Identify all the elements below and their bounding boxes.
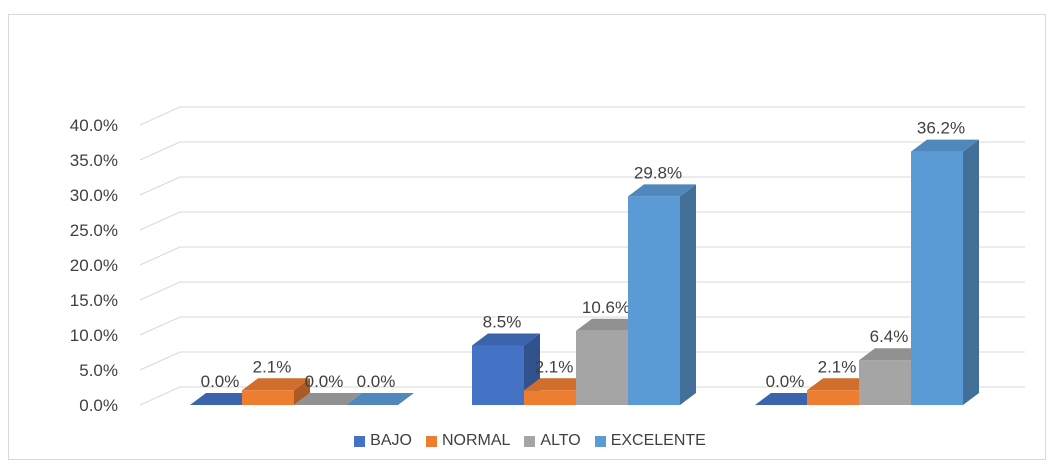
- bar-front: [911, 151, 963, 405]
- gridline-diagonal: [139, 246, 181, 266]
- bar-top: [294, 393, 362, 405]
- y-tick-label: 15.0%: [70, 291, 118, 310]
- bar-front: [472, 345, 524, 405]
- y-tick-label: 10.0%: [70, 326, 118, 345]
- bar-side: [963, 139, 979, 405]
- y-tick-label: 0.0%: [79, 396, 118, 415]
- gridline-diagonal: [139, 281, 181, 301]
- gridline-diagonal: [139, 106, 181, 126]
- bar-top: [628, 184, 696, 197]
- bar-top: [755, 393, 823, 405]
- gridline-diagonal: [139, 176, 181, 196]
- bar-front: [576, 330, 628, 405]
- data-label: 29.8%: [634, 163, 682, 182]
- gridline-diagonal: [139, 141, 181, 161]
- bar-top: [346, 393, 414, 405]
- bar-top: [911, 139, 979, 152]
- y-tick-label: 40.0%: [70, 116, 118, 135]
- legend-label-normal: NORMAL: [441, 432, 511, 449]
- bar-side: [680, 184, 696, 405]
- data-label: 10.6%: [582, 298, 630, 317]
- bar-top: [472, 333, 540, 346]
- bar-top: [524, 378, 592, 391]
- legend-item-alto: ALTO: [524, 432, 581, 450]
- data-label: 36.2%: [917, 119, 965, 138]
- legend-item-excelente: EXCELENTE: [594, 432, 706, 450]
- data-label: 8.5%: [483, 313, 522, 332]
- y-tick-label: 25.0%: [70, 221, 118, 240]
- data-label: 2.1%: [253, 357, 292, 376]
- data-label: 0.0%: [305, 372, 344, 391]
- legend-label-excelente: EXCELENTE: [610, 432, 706, 449]
- y-tick-label: 30.0%: [70, 186, 118, 205]
- data-label: 6.4%: [870, 327, 909, 346]
- gridline-diagonal: [139, 386, 181, 406]
- y-tick-label: 20.0%: [70, 256, 118, 275]
- bar-front: [628, 196, 680, 405]
- bar-top: [242, 378, 310, 391]
- gridline-diagonal: [139, 211, 181, 231]
- gridline-diagonal: [139, 316, 181, 336]
- bar-side: [294, 378, 310, 405]
- data-label: 0.0%: [766, 372, 805, 391]
- bar-front: [859, 360, 911, 405]
- legend-label-alto: ALTO: [540, 432, 581, 449]
- gridline-diagonal: [139, 351, 181, 371]
- bar-top: [807, 378, 875, 391]
- data-label: 0.0%: [201, 372, 240, 391]
- legend-item-bajo: BAJO: [354, 432, 412, 450]
- legend-swatch-bajo: [354, 435, 366, 447]
- legend-swatch-alto: [524, 435, 536, 447]
- data-label: 0.0%: [357, 372, 396, 391]
- y-tick-label: 35.0%: [70, 151, 118, 170]
- bar-front: [242, 390, 294, 405]
- bar-top: [576, 318, 644, 331]
- bar-top: [859, 348, 927, 361]
- y-tick-label: 5.0%: [79, 361, 118, 380]
- bar-front: [524, 390, 576, 405]
- legend-swatch-excelente: [594, 435, 606, 447]
- data-label: 2.1%: [818, 357, 857, 376]
- bar-top: [190, 393, 258, 405]
- bar-front: [807, 390, 859, 405]
- data-label: 2.1%: [535, 357, 574, 376]
- legend-label-bajo: BAJO: [370, 432, 412, 449]
- legend-item-normal: NORMAL: [425, 432, 511, 450]
- legend-swatch-normal: [425, 435, 437, 447]
- legend: BAJO NORMAL ALTO EXCELENTE: [0, 428, 1060, 454]
